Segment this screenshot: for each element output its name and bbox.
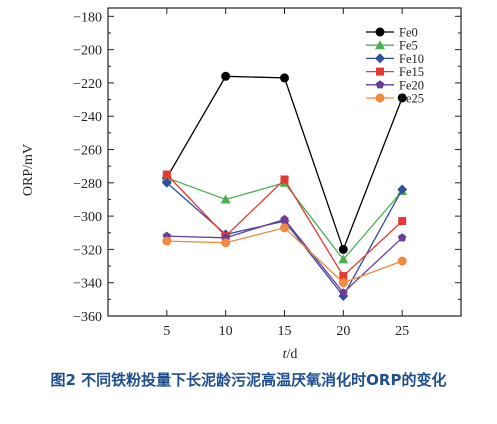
x-axis-label-variable: t (283, 347, 288, 362)
data-point-fe25 (280, 223, 289, 233)
legend-marker-fe25 (375, 93, 385, 103)
x-tick-label: 25 (395, 324, 409, 339)
x-tick-label: 15 (278, 324, 292, 339)
x-tick-label: 10 (219, 324, 233, 339)
legend-item-fe0: Fe0 (366, 26, 418, 40)
data-point-fe15 (339, 272, 348, 281)
x-axis-label-unit: /d (287, 347, 298, 362)
data-point-fe5 (220, 194, 231, 204)
legend-label-fe5: Fe5 (399, 39, 418, 53)
y-tick-label: −220 (73, 77, 102, 92)
x-axis-label: t/d (283, 347, 298, 362)
y-tick-label: −180 (73, 10, 102, 25)
legend-item-fe10: Fe10 (366, 52, 424, 66)
data-point-fe0 (280, 73, 289, 83)
series-line-fe10 (166, 182, 403, 298)
legend-marker-fe10 (375, 53, 385, 64)
axes: −360 −340 −320 −300 −280 −260 −240 −220 −200 −180… (73, 7, 462, 339)
legend-marker-fe5 (375, 40, 385, 50)
data-point-fe25 (162, 236, 172, 246)
data-point-fe20 (280, 214, 289, 224)
y-tick-label: −340 (73, 277, 102, 292)
legend-label-fe10: Fe10 (399, 52, 424, 66)
series-layer (161, 71, 408, 302)
data-point-fe20 (397, 233, 407, 242)
legend-marker-fe0 (375, 27, 385, 37)
orp-line-chart: −360 −340 −320 −300 −280 −260 −240 −220 −200 −180… (21, 7, 462, 362)
legend-label-fe25: Fe25 (399, 92, 424, 106)
y-tick-label: −280 (73, 177, 102, 192)
data-point-fe0 (338, 244, 348, 254)
data-point-fe25 (338, 278, 348, 288)
legend-label-fe20: Fe20 (399, 78, 424, 92)
legend-item-fe15: Fe15 (366, 65, 424, 79)
series-line-fe25 (166, 227, 403, 284)
series-fe25 (162, 223, 407, 288)
x-tick-label: 5 (163, 324, 170, 339)
y-tick-label: −300 (73, 210, 102, 225)
data-point-fe15 (398, 217, 407, 226)
data-point-fe10 (397, 184, 408, 195)
x-tick-label: 20 (336, 324, 350, 339)
data-point-fe5 (338, 254, 349, 264)
y-tick-label: −360 (73, 310, 102, 325)
data-point-fe0 (221, 71, 231, 81)
y-tick-label: −200 (73, 44, 102, 59)
y-tick-label: −260 (73, 144, 102, 159)
data-point-fe15 (162, 170, 171, 179)
series-fe10 (161, 177, 408, 302)
legend-marker-fe15 (376, 67, 384, 76)
legend-label-fe0: Fe0 (399, 26, 418, 40)
figure-caption: 图2 不同铁粉投量下长泥龄污泥高温厌氧消化时ORP的变化 (50, 371, 447, 389)
legend-item-fe25: Fe25 (366, 92, 424, 106)
data-point-fe25 (397, 256, 407, 266)
data-point-fe20 (339, 288, 348, 297)
data-point-fe10 (161, 177, 172, 188)
y-tick-label: −240 (73, 110, 102, 125)
y-axis-label: ORP/mV (21, 144, 36, 196)
legend-item-fe5: Fe5 (366, 39, 418, 53)
legend-item-fe20: Fe20 (366, 78, 424, 92)
legend-marker-fe20 (375, 80, 385, 89)
y-tick-label: −320 (73, 243, 102, 258)
data-point-fe25 (221, 238, 231, 248)
data-point-fe15 (280, 175, 289, 184)
data-point-fe0 (397, 93, 407, 103)
legend-label-fe15: Fe15 (399, 65, 424, 79)
